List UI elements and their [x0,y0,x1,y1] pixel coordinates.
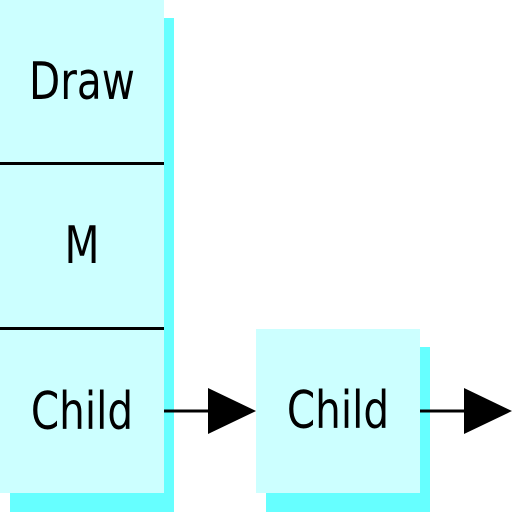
stack-cell-child: Child [30,381,134,442]
arrow-child-to-next [420,388,512,434]
child-box: Child [256,329,420,493]
stack-divider-2 [0,327,164,330]
stack-box: Draw M Child [0,0,164,493]
arrow-stack-to-child [164,388,256,434]
arrow-head [464,388,512,434]
child-box-label: Child [286,381,390,441]
stack-cell-draw: Draw [29,51,135,112]
arrow-head [208,388,256,434]
stack-divider-1 [0,162,164,165]
stack-cell-m: M [64,216,100,276]
